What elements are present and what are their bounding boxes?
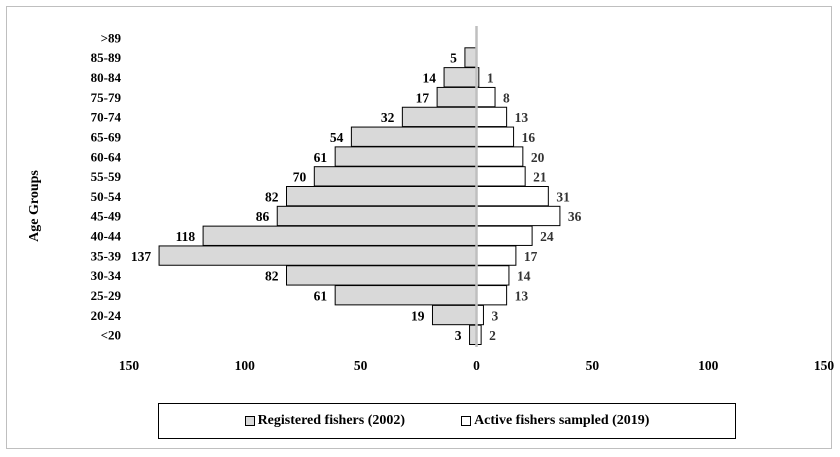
value-label-registered-40-44: 118 — [176, 229, 196, 244]
value-label-registered-75-79: 17 — [416, 90, 430, 105]
x-tick-label-4: 50 — [586, 358, 600, 373]
value-label-active-45-49: 36 — [568, 209, 582, 224]
category-label-35-39: 35-39 — [91, 248, 122, 263]
bar-registered-60-64 — [334, 146, 477, 167]
category-label-70-74: 70-74 — [91, 110, 122, 125]
bar-active-60-64 — [476, 146, 524, 167]
x-tick-label-2: 50 — [354, 358, 368, 373]
value-label-registered-70-74: 32 — [381, 110, 395, 125]
value-label-active-20-24: 3 — [491, 308, 498, 323]
category-labels: >89 85-89 80-84 75-79 70-74 65-69 60-64 55-59 50… — [91, 30, 122, 342]
value-label-registered-20-24: 19 — [411, 308, 425, 323]
category-label-25-29: 25-29 — [91, 288, 122, 303]
bar-registered-40-44 — [202, 225, 477, 246]
category-label-50-54: 50-54 — [91, 189, 122, 204]
value-label-active-80-84: 1 — [487, 71, 494, 86]
value-label-registered-25-29: 61 — [314, 288, 328, 303]
legend-item-registered: Registered fishers (2002) — [244, 413, 406, 429]
category-label-55-59: 55-59 — [91, 169, 122, 184]
bar-active-30-34 — [476, 265, 510, 286]
bar-active-50-54 — [476, 186, 549, 207]
bar-registered-85-89 — [464, 47, 478, 68]
value-label-registered-under-20: 3 — [455, 328, 462, 343]
bar-active-70-74 — [476, 106, 508, 128]
category-label-over-89: >89 — [101, 30, 122, 45]
legend-item-active: Active fishers sampled (2019) — [461, 413, 649, 429]
bar-registered-20-24 — [431, 304, 477, 326]
value-label-registered-55-59: 70 — [293, 170, 307, 185]
value-label-registered-65-69: 54 — [330, 130, 344, 145]
legend: Registered fishers (2002) Active fishers… — [158, 403, 736, 439]
bar-registered-80-84 — [443, 67, 478, 88]
category-label-65-69: 65-69 — [91, 129, 122, 144]
x-tick-label-6: 150 — [814, 358, 835, 373]
value-label-active-70-74: 13 — [515, 110, 529, 125]
bar-active-55-59 — [476, 166, 526, 187]
value-label-active-65-69: 16 — [522, 130, 536, 145]
legend-swatch-registered — [244, 416, 255, 426]
value-label-active-under-20: 2 — [489, 328, 496, 343]
value-label-active-30-34: 14 — [517, 269, 531, 284]
legend-label-registered: Registered fishers (2002) — [257, 413, 406, 428]
x-tick-label-0: 150 — [119, 358, 140, 373]
bar-registered-35-39 — [158, 245, 477, 266]
category-label-85-89: 85-89 — [91, 50, 122, 65]
category-label-20-24: 20-24 — [91, 308, 122, 323]
category-label-under-20: <20 — [101, 328, 121, 343]
registered-bars — [158, 47, 478, 345]
bar-registered-50-54 — [286, 186, 478, 207]
value-label-registered-80-84: 14 — [423, 71, 437, 86]
bar-active-75-79 — [476, 86, 496, 108]
legend-label-active: Active fishers sampled (2019) — [474, 413, 650, 428]
category-label-75-79: 75-79 — [91, 90, 122, 105]
y-axis-title: Age Groups — [27, 170, 42, 242]
category-label-80-84: 80-84 — [91, 70, 122, 85]
bar-registered-25-29 — [334, 285, 477, 306]
bar-registered-70-74 — [401, 106, 477, 128]
value-label-registered-35-39: 137 — [131, 249, 152, 264]
category-label-40-44: 40-44 — [91, 229, 122, 244]
category-label-30-34: 30-34 — [91, 268, 122, 283]
bar-registered-45-49 — [276, 205, 477, 227]
bar-registered-55-59 — [313, 166, 477, 187]
value-label-active-35-39: 17 — [524, 249, 538, 264]
value-label-active-75-79: 8 — [503, 90, 510, 105]
category-label-60-64: 60-64 — [91, 149, 122, 164]
x-tick-label-3: 0 — [473, 358, 480, 373]
x-tick-label-1: 100 — [235, 358, 256, 373]
bar-active-40-44 — [476, 225, 533, 246]
x-axis: 150 100 50 0 50 100 150 — [119, 358, 835, 373]
value-label-active-40-44: 24 — [540, 229, 554, 244]
value-label-registered-45-49: 86 — [256, 209, 270, 224]
value-label-active-55-59: 21 — [533, 170, 547, 185]
value-label-registered-50-54: 82 — [265, 189, 279, 204]
bar-active-65-69 — [476, 126, 515, 147]
value-label-registered-30-34: 82 — [265, 269, 279, 284]
bar-active-35-39 — [476, 245, 517, 266]
value-label-active-50-54: 31 — [556, 189, 570, 204]
value-label-active-25-29: 13 — [515, 288, 529, 303]
value-label-active-60-64: 20 — [531, 150, 545, 165]
bar-active-45-49 — [476, 205, 561, 227]
bar-registered-30-34 — [286, 265, 478, 286]
category-label-45-49: 45-49 — [91, 209, 122, 224]
value-label-registered-85-89: 5 — [450, 51, 457, 66]
value-label-registered-60-64: 61 — [314, 150, 328, 165]
bar-registered-75-79 — [436, 86, 477, 108]
bar-active-25-29 — [476, 285, 508, 306]
x-tick-label-5: 100 — [698, 358, 719, 373]
bar-registered-65-69 — [350, 126, 477, 147]
legend-swatch-active — [461, 416, 472, 426]
